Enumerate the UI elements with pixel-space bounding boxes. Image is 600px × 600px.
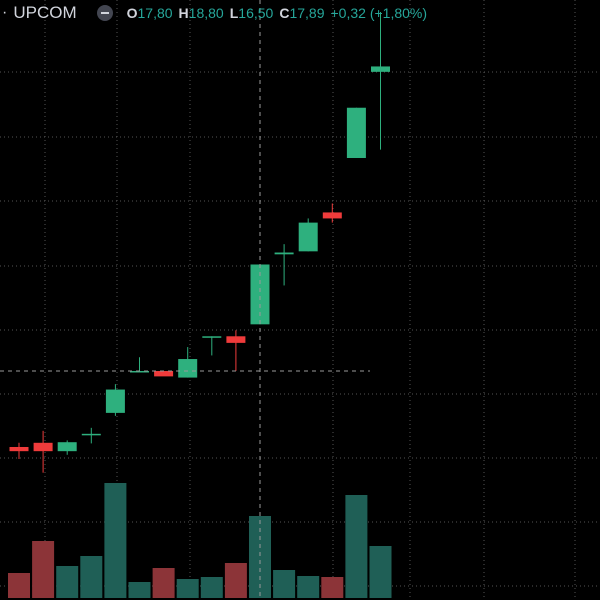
volume-bar [249,516,271,598]
volume-bar [104,483,127,598]
volume-bar [345,495,368,598]
candle-body [130,371,149,373]
candle-body [250,264,270,325]
low-value: 16,50 [238,5,274,21]
candle-body [298,222,318,252]
volume-bar [176,579,199,598]
volume-bar [80,556,103,598]
candle-body [346,107,366,158]
volume-bar [369,546,392,598]
candle-body [105,389,125,413]
candle-body [371,66,390,72]
symbol-name[interactable]: UPCOM [13,3,77,22]
volume-bar [273,570,296,598]
candle-body [178,359,198,378]
open-value: 17,80 [137,5,173,21]
volume-bar [200,577,223,598]
candle-body [33,442,53,452]
high-label: H [178,5,189,21]
volume-bar [56,566,79,598]
low-label: L [229,5,239,21]
volume-bars [8,483,392,598]
volume-bar [8,573,30,598]
crosshair [0,0,370,600]
candle-body [322,212,342,219]
candle-body [57,442,77,452]
close-label: C [279,5,290,21]
candle-body [202,336,222,338]
open-label: O [126,5,138,21]
volume-bar [32,541,55,598]
close-value: 17,89 [289,5,325,21]
candles [9,12,390,473]
volume-bar [297,576,320,598]
volume-bar [224,563,247,598]
high-value: 18,80 [188,5,224,21]
volume-bar [152,568,175,598]
candle-body [81,433,101,436]
change-value: +0,32 (+1,80%) [330,5,428,21]
candle-body [154,371,174,377]
candle-body [226,336,246,343]
volume-bar [321,577,344,598]
candle-body [9,446,29,452]
legend-dot: · [2,4,8,21]
volume-bar [128,582,151,598]
chart-legend: · UPCOM O 17,80 H 18,80 L 16,50 C 17,89 … [0,2,427,24]
candle-body [274,252,294,255]
collapse-legend-button[interactable] [96,5,113,21]
